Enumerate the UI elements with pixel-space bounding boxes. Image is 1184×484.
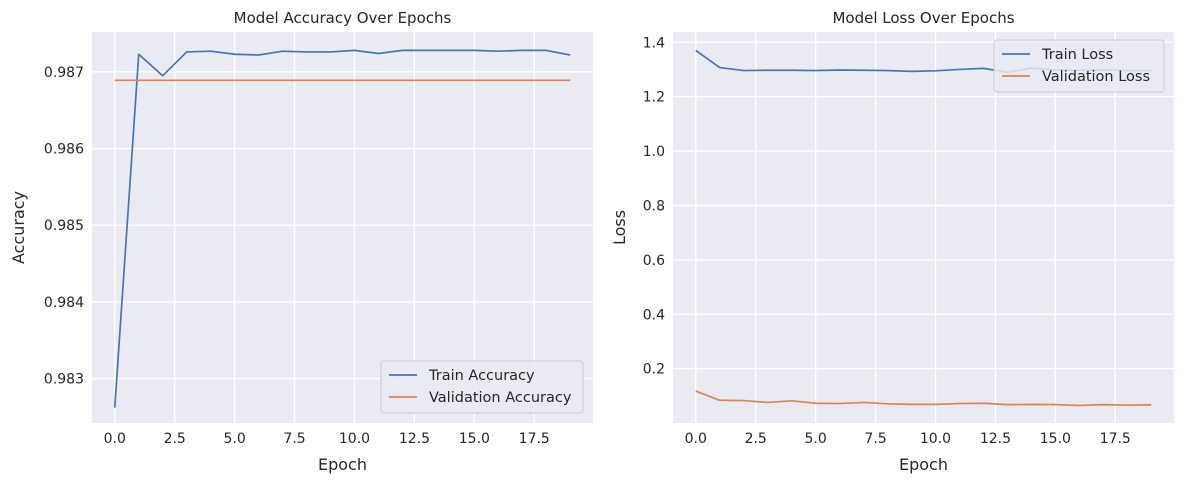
x-axis-label: Epoch (899, 455, 948, 474)
x-tick-label: 2.5 (164, 431, 186, 447)
x-tick-label: 10.0 (339, 431, 370, 447)
y-axis-label: Loss (610, 210, 629, 245)
legend-entry: Train Accuracy (428, 368, 535, 384)
legend-box (993, 39, 1165, 93)
y-tick-label: 0.4 (643, 307, 665, 323)
x-tick-label: 17.5 (1100, 431, 1131, 447)
x-tick-label: 2.5 (745, 431, 767, 447)
x-tick-label: 7.5 (283, 431, 305, 447)
x-tick-label: 12.5 (399, 431, 430, 447)
x-tick-label: 17.5 (519, 431, 550, 447)
chart-panel-2: 0.0 2.5 5.0 7.5 10.0 12.5 15.0 17.5 0.2 0.4 0.6 0.8… (610, 9, 1174, 474)
y-tick-label: 0.986 (44, 142, 84, 158)
x-tick-label: 5.0 (804, 431, 826, 447)
x-tick-label: 7.5 (864, 431, 886, 447)
x-tick-label: 15.0 (459, 431, 490, 447)
plot-area (92, 32, 593, 423)
legend: Train Accuracy Validation Accuracy (380, 360, 584, 414)
y-tick-label: 1.0 (643, 144, 665, 160)
chart-panel-1: 0.0 2.5 5.0 7.5 10.0 12.5 15.0 17.5 0.983 0.984 0.… (9, 9, 593, 474)
legend-entry: Train Loss (1041, 47, 1113, 63)
x-tick-label: 0.0 (685, 431, 707, 447)
y-tick-label: 0.983 (44, 372, 84, 388)
series-line-train-accuracy (113, 49, 571, 408)
y-axis-label: Accuracy (9, 191, 28, 264)
y-tick-label: 0.8 (643, 198, 665, 214)
chart-title: Model Accuracy Over Epochs (234, 9, 452, 27)
series-line-validation-loss (695, 390, 1152, 407)
y-tick-label: 0.985 (44, 218, 84, 234)
legend-entry: Validation Accuracy (429, 390, 572, 406)
legend-entry: Validation Loss (1042, 69, 1150, 85)
y-tick-label: 0.6 (643, 253, 665, 269)
x-tick-label: 0.0 (104, 431, 126, 447)
chart-title: Model Loss Over Epochs (832, 9, 1014, 27)
x-tick-label: 15.0 (1040, 431, 1071, 447)
y-tick-label: 1.2 (643, 90, 665, 106)
y-tick-label: 0.984 (44, 295, 84, 311)
legend-box (380, 360, 584, 414)
x-tick-label: 10.0 (920, 431, 951, 447)
x-tick-label: 12.5 (980, 431, 1011, 447)
y-tick-label: 1.4 (643, 35, 665, 51)
x-axis-label: Epoch (318, 455, 367, 474)
x-tick-label: 5.0 (223, 431, 245, 447)
legend: Train Loss Validation Loss (993, 39, 1165, 93)
y-tick-label: 0.987 (44, 65, 84, 81)
y-tick-label: 0.2 (643, 362, 665, 378)
